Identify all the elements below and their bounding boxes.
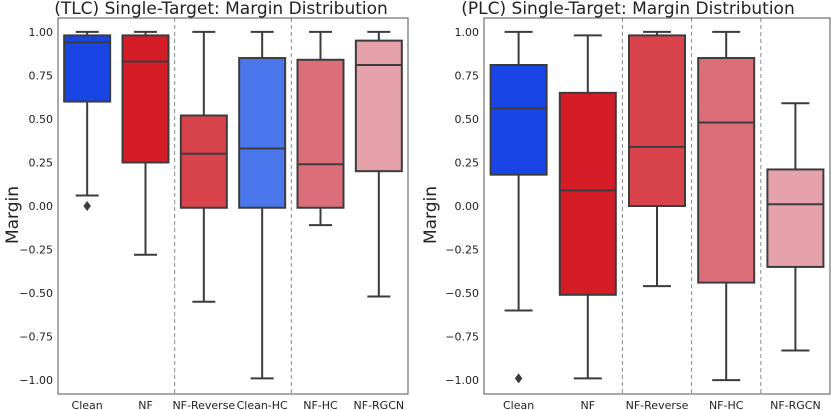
y-tick-label: −0.75 xyxy=(445,331,479,344)
iqr-box xyxy=(766,168,825,268)
iqr-box xyxy=(697,57,756,284)
y-axis-label: Margin xyxy=(421,186,441,244)
iqr-box xyxy=(489,64,548,176)
y-tick-label: 0.75 xyxy=(29,69,54,82)
y-tick-label: −0.75 xyxy=(19,331,53,344)
x-tick-labels: Clean NF NF-Reverse NF-HC NF-RGCN xyxy=(503,399,821,410)
iqr-box xyxy=(179,114,228,209)
x-tick-label: NF-Reverse xyxy=(626,399,689,410)
y-tick-label: −0.50 xyxy=(19,287,53,300)
box-nf xyxy=(558,34,617,380)
y-tick-label: 0.50 xyxy=(29,113,54,126)
x-tick-label: NF-RGCN xyxy=(770,399,821,410)
x-tick-label: NF-RGCN xyxy=(354,399,405,410)
iqr-box xyxy=(238,57,287,209)
outlier-point xyxy=(514,373,523,384)
box-nf-reverse xyxy=(179,30,228,303)
y-tick-label: 0.00 xyxy=(455,200,480,213)
x-tick-label: NF xyxy=(138,399,153,410)
box-clean-hc xyxy=(238,30,287,380)
iqr-box xyxy=(558,91,617,296)
box-nf-reverse xyxy=(628,30,686,288)
x-tick-label: NF-Reverse xyxy=(172,399,235,410)
y-tick-label: −1.00 xyxy=(445,374,479,387)
outlier-point xyxy=(83,201,91,211)
y-tick-labels: 1.00 0.75 0.50 0.25 0.00 −0.25 −0.50 −0.75 −1.00 xyxy=(445,26,479,387)
y-tick-label: −0.25 xyxy=(19,244,53,257)
y-tick-label: 0.75 xyxy=(455,69,480,82)
chart-title: (PLC) Single-Target: Margin Distribution xyxy=(461,0,794,19)
iqr-box xyxy=(296,58,345,209)
iqr-box xyxy=(121,34,170,164)
plot-area xyxy=(57,17,409,395)
iqr-box xyxy=(354,39,403,173)
x-tick-label: NF-HC xyxy=(709,399,744,410)
x-tick-label: NF xyxy=(581,399,596,410)
x-tick-label: Clean xyxy=(503,399,534,410)
box-nf-rgcn xyxy=(766,102,825,352)
box-nf-rgcn xyxy=(354,30,403,298)
tlc-chart: (TLC) Single-Target: Margin Distribution… xyxy=(3,0,409,410)
box-clean xyxy=(489,30,548,384)
y-tick-label: 0.25 xyxy=(455,156,480,169)
plot-area xyxy=(483,17,831,395)
x-tick-label: Clean-HC xyxy=(237,399,288,410)
y-tick-label: 0.00 xyxy=(29,200,54,213)
y-tick-label: 1.00 xyxy=(29,26,54,39)
y-tick-labels: 1.00 0.75 0.50 0.25 0.00 −0.25 −0.50 −0.75 −1.00 xyxy=(19,26,53,387)
y-tick-label: 0.25 xyxy=(29,156,54,169)
iqr-box xyxy=(628,34,686,207)
y-tick-label: −0.50 xyxy=(445,287,479,300)
iqr-box xyxy=(63,34,112,103)
y-tick-label: −0.25 xyxy=(445,244,479,257)
y-tick-label: 1.00 xyxy=(455,26,480,39)
x-tick-label: NF-HC xyxy=(303,399,338,410)
plc-chart: (PLC) Single-Target: Margin Distribution… xyxy=(421,0,831,410)
boxes xyxy=(63,30,403,380)
box-nf xyxy=(121,30,170,256)
x-tick-label: Clean xyxy=(72,399,103,410)
box-clean xyxy=(63,30,112,211)
chart-title: (TLC) Single-Target: Margin Distribution xyxy=(54,0,388,19)
box-nf-hc xyxy=(697,30,756,382)
y-tick-label: 0.50 xyxy=(455,113,480,126)
y-tick-label: −1.00 xyxy=(19,374,53,387)
boxes xyxy=(489,30,825,384)
y-axis-label: Margin xyxy=(3,186,23,244)
box-nf-hc xyxy=(296,30,345,227)
x-tick-labels: Clean NF NF-Reverse Clean-HC NF-HC NF-RGCN xyxy=(72,399,405,410)
